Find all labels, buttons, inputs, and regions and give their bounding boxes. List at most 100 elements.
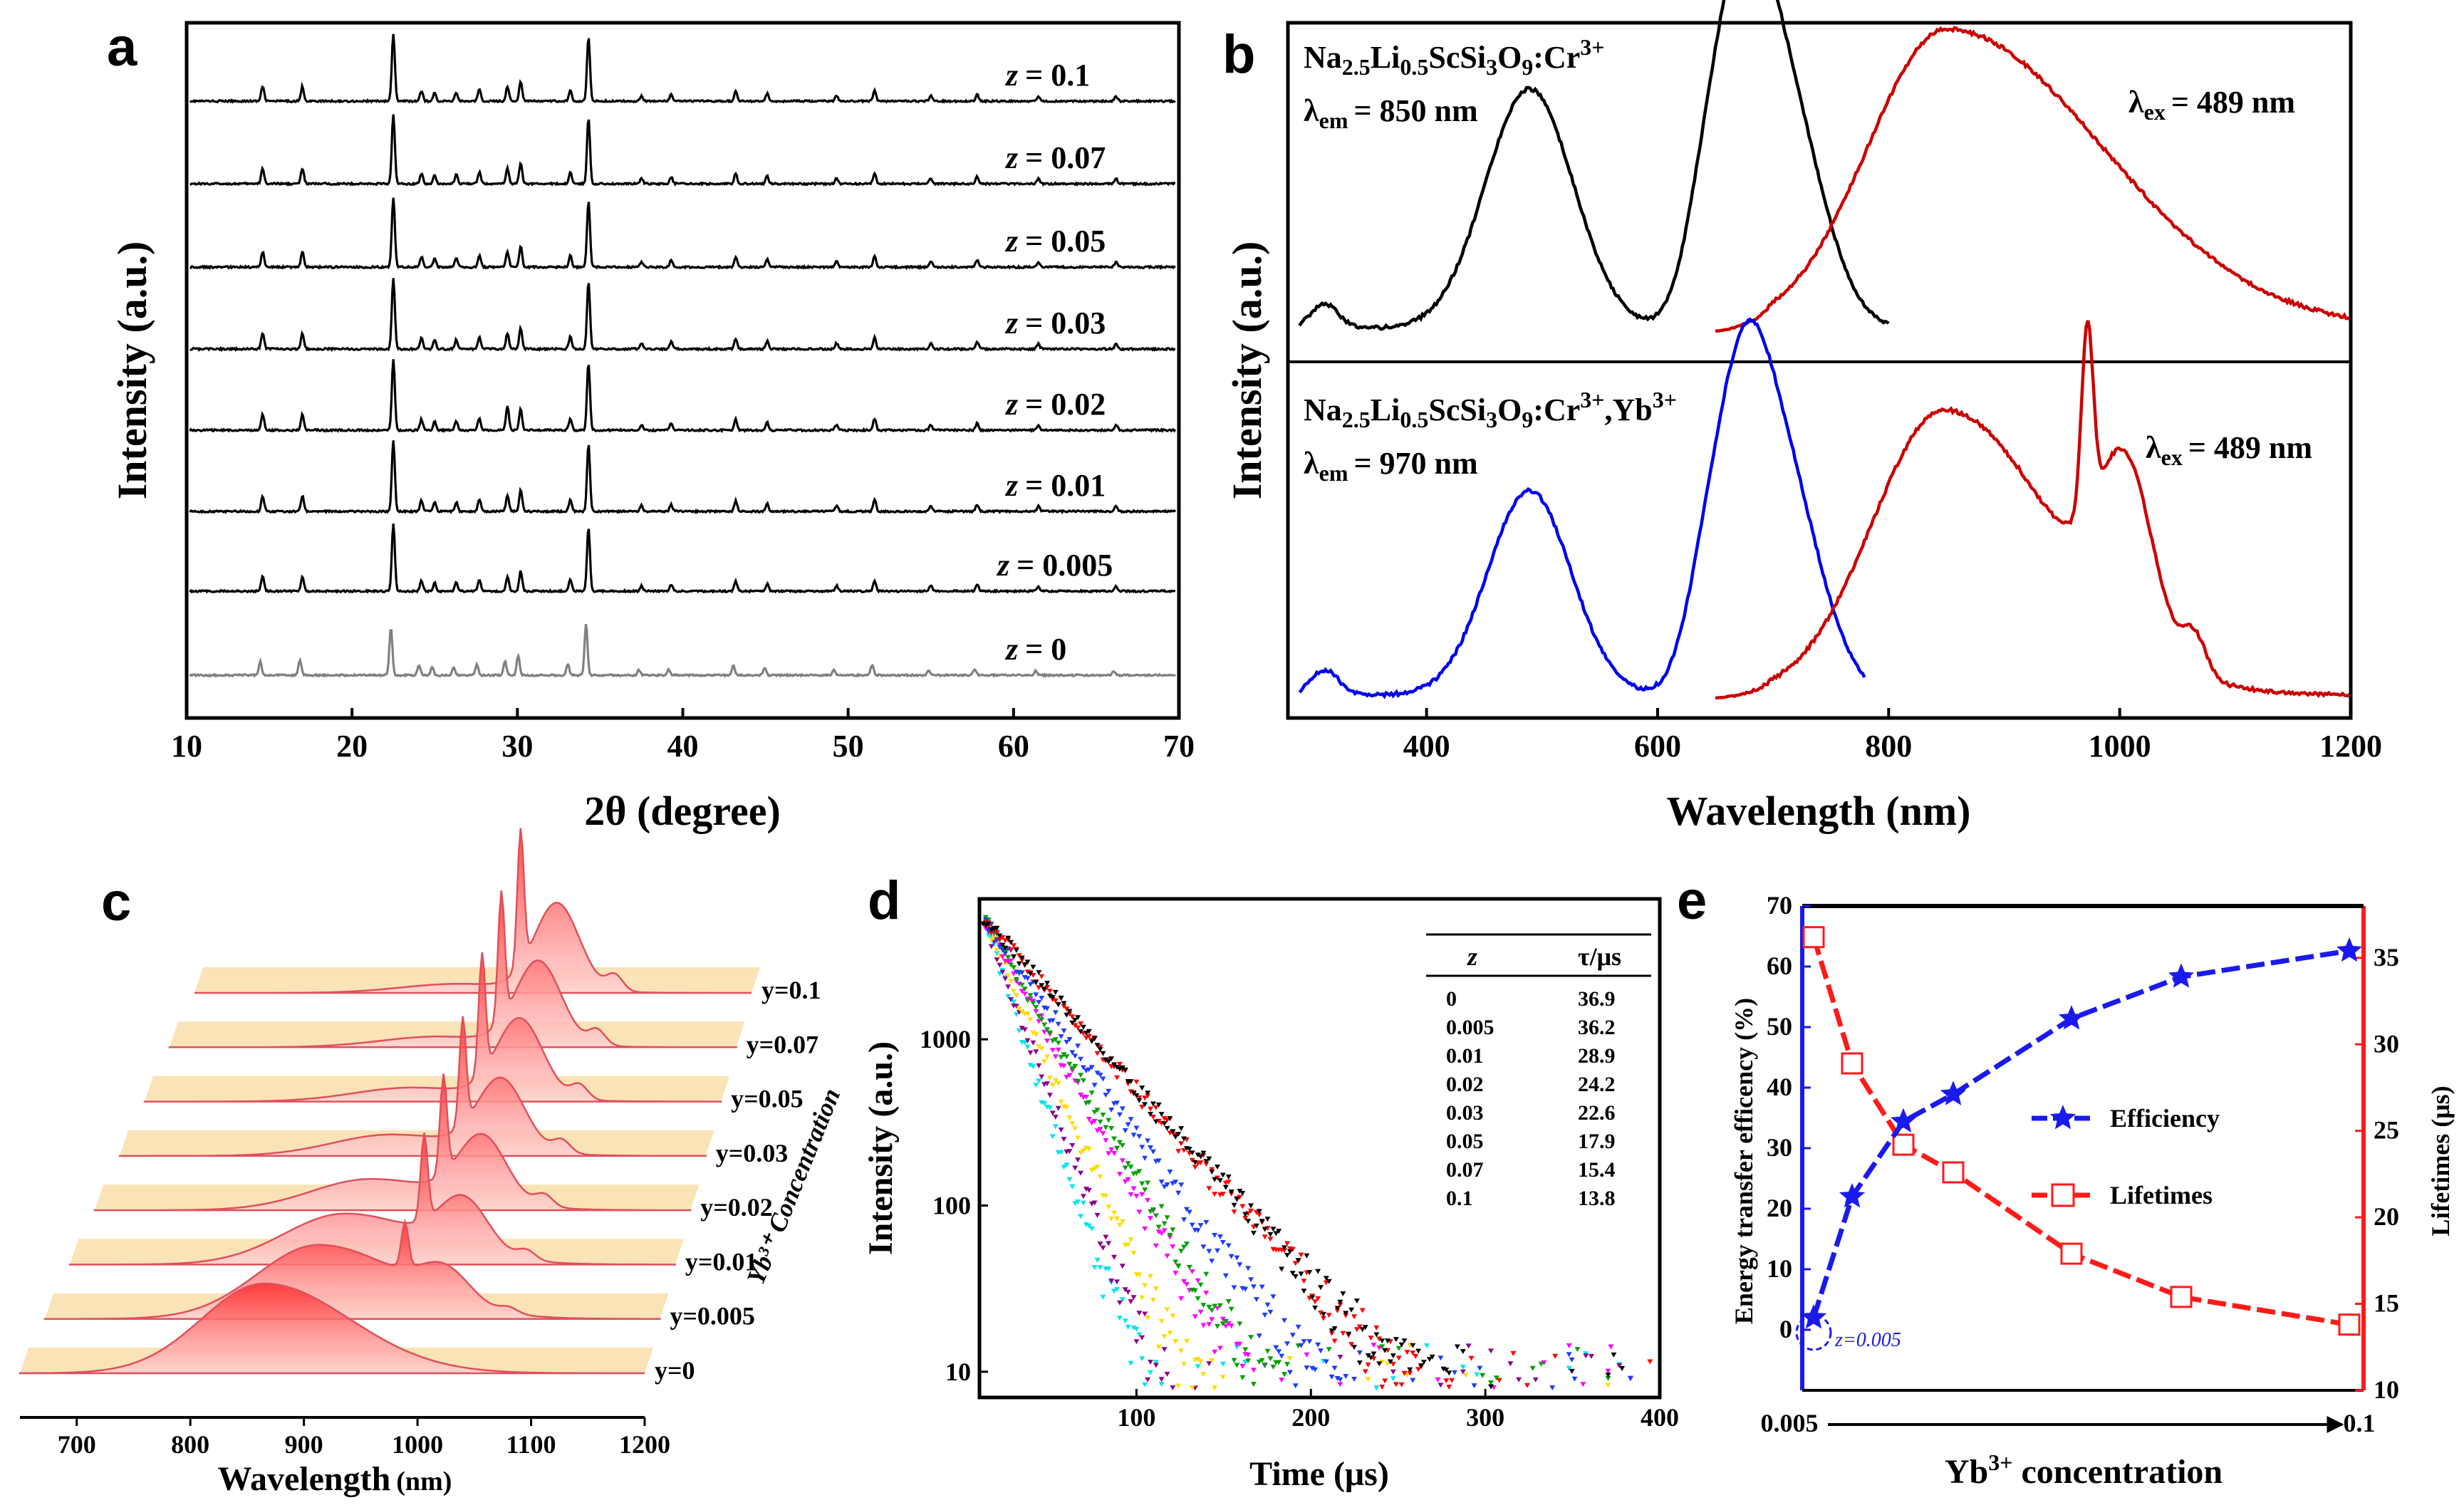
decay-point — [1178, 1141, 1185, 1147]
decay-point — [1103, 1057, 1109, 1063]
decay-point — [1036, 999, 1042, 1005]
decay-point — [1222, 1184, 1229, 1190]
decay-point — [1091, 1118, 1098, 1124]
decay-point — [1069, 1121, 1076, 1127]
panel-c-z-axis-label: Yb³⁺ Concentration — [741, 1084, 846, 1288]
decay-point — [1155, 1229, 1162, 1235]
decay-point — [1365, 1353, 1371, 1358]
decay-point — [1033, 1032, 1039, 1038]
decay-point — [1301, 1279, 1307, 1284]
slice-label: y=0.05 — [731, 1085, 804, 1113]
decay-point — [1150, 1298, 1156, 1303]
decay-point — [1044, 1054, 1050, 1060]
decay-point — [982, 920, 989, 925]
decay-point — [1231, 1358, 1237, 1363]
decay-point — [1583, 1353, 1589, 1359]
x-tick-label: 20 — [336, 729, 368, 764]
decay-point — [1611, 1352, 1617, 1358]
panel-b-y-axis-label: Intensity (a.u.) — [1224, 241, 1270, 500]
legend-lifetimes-label: Lifetimes — [2110, 1181, 2213, 1209]
decay-point — [1150, 1115, 1156, 1120]
decay-point — [1046, 989, 1053, 994]
decay-point — [1318, 1310, 1324, 1316]
decay-point — [1326, 1313, 1332, 1318]
decay-point — [1044, 981, 1050, 986]
decay-point — [1435, 1377, 1441, 1383]
decay-point — [1167, 1232, 1173, 1238]
decay-point — [1541, 1360, 1547, 1365]
decay-point — [1049, 1038, 1056, 1044]
decay-point — [1376, 1336, 1383, 1342]
decay-point — [1488, 1380, 1494, 1385]
decay-point — [1376, 1361, 1383, 1367]
decay-point — [1008, 979, 1014, 984]
decay-point — [1183, 1207, 1190, 1212]
decay-point — [1130, 1132, 1137, 1138]
x-tick-label: 1200 — [2319, 729, 2382, 764]
decay-point — [1164, 1182, 1170, 1187]
panel-b-bottom-ex: λex = 489 nm — [2146, 430, 2312, 470]
decay-point — [1239, 1190, 1246, 1196]
decay-point — [1125, 1289, 1131, 1295]
decay-point — [1446, 1385, 1452, 1390]
decay-point — [1024, 1011, 1031, 1017]
decay-point — [1153, 1363, 1159, 1368]
decay-point — [1022, 986, 1028, 992]
decay-point — [1426, 1357, 1433, 1363]
decay-point — [1088, 1090, 1095, 1096]
efficiency-marker — [1940, 1081, 1967, 1105]
xrd-label-z: z — [1004, 306, 1018, 340]
decay-point — [1122, 1165, 1128, 1171]
decay-point — [1178, 1182, 1185, 1188]
decay-point — [1225, 1180, 1232, 1185]
decay-point — [1373, 1385, 1380, 1391]
decay-point — [1036, 1063, 1042, 1068]
decay-point — [1395, 1355, 1402, 1361]
decay-point — [1496, 1378, 1502, 1383]
decay-point — [1027, 1050, 1034, 1056]
decay-point — [1468, 1355, 1475, 1361]
decay-point — [1111, 1210, 1117, 1216]
decay-point — [1209, 1259, 1215, 1264]
decay-point — [1282, 1245, 1287, 1251]
decay-point — [1119, 1264, 1126, 1269]
decay-point — [1088, 1226, 1095, 1232]
decay-point — [1346, 1331, 1352, 1337]
decay-point — [1069, 1020, 1076, 1026]
decay-point — [1368, 1355, 1374, 1360]
decay-point — [1206, 1186, 1212, 1192]
slice-spectrum — [194, 828, 752, 994]
decay-point — [994, 925, 1000, 931]
decay-point — [1145, 1198, 1151, 1203]
decay-point — [1049, 994, 1056, 1000]
slice-label: y=0.02 — [700, 1193, 773, 1222]
decay-point — [1111, 1062, 1117, 1068]
decay-point — [1186, 1209, 1192, 1215]
decay-point — [1080, 1065, 1086, 1071]
decay-point — [1130, 1295, 1137, 1301]
decay-point — [1304, 1365, 1310, 1371]
table-header-tau: τ/μs — [1578, 942, 1621, 971]
decay-point — [1075, 1025, 1081, 1031]
decay-point — [1072, 1063, 1078, 1069]
decay-point — [1393, 1382, 1399, 1387]
decay-point — [1130, 1251, 1137, 1256]
decay-point — [1566, 1343, 1572, 1348]
decay-point — [1362, 1369, 1368, 1375]
decay-point — [1128, 1079, 1134, 1085]
decay-point — [1116, 1140, 1123, 1145]
decay-point — [1225, 1299, 1232, 1304]
spectrum-emission-0 — [1715, 26, 2351, 333]
decay-point — [1356, 1360, 1363, 1366]
decay-point — [988, 937, 994, 943]
decay-point — [1212, 1192, 1218, 1197]
decay-point — [1170, 1181, 1176, 1187]
decay-point — [1041, 1100, 1048, 1106]
decay-point — [1100, 1113, 1106, 1118]
decay-point — [1385, 1338, 1390, 1344]
x-tick-label: 100 — [1117, 1403, 1155, 1432]
xrd-label-z: z — [1004, 58, 1018, 93]
decay-point — [1049, 1083, 1056, 1088]
decay-point — [1052, 1037, 1059, 1043]
decay-point — [1173, 1271, 1179, 1276]
